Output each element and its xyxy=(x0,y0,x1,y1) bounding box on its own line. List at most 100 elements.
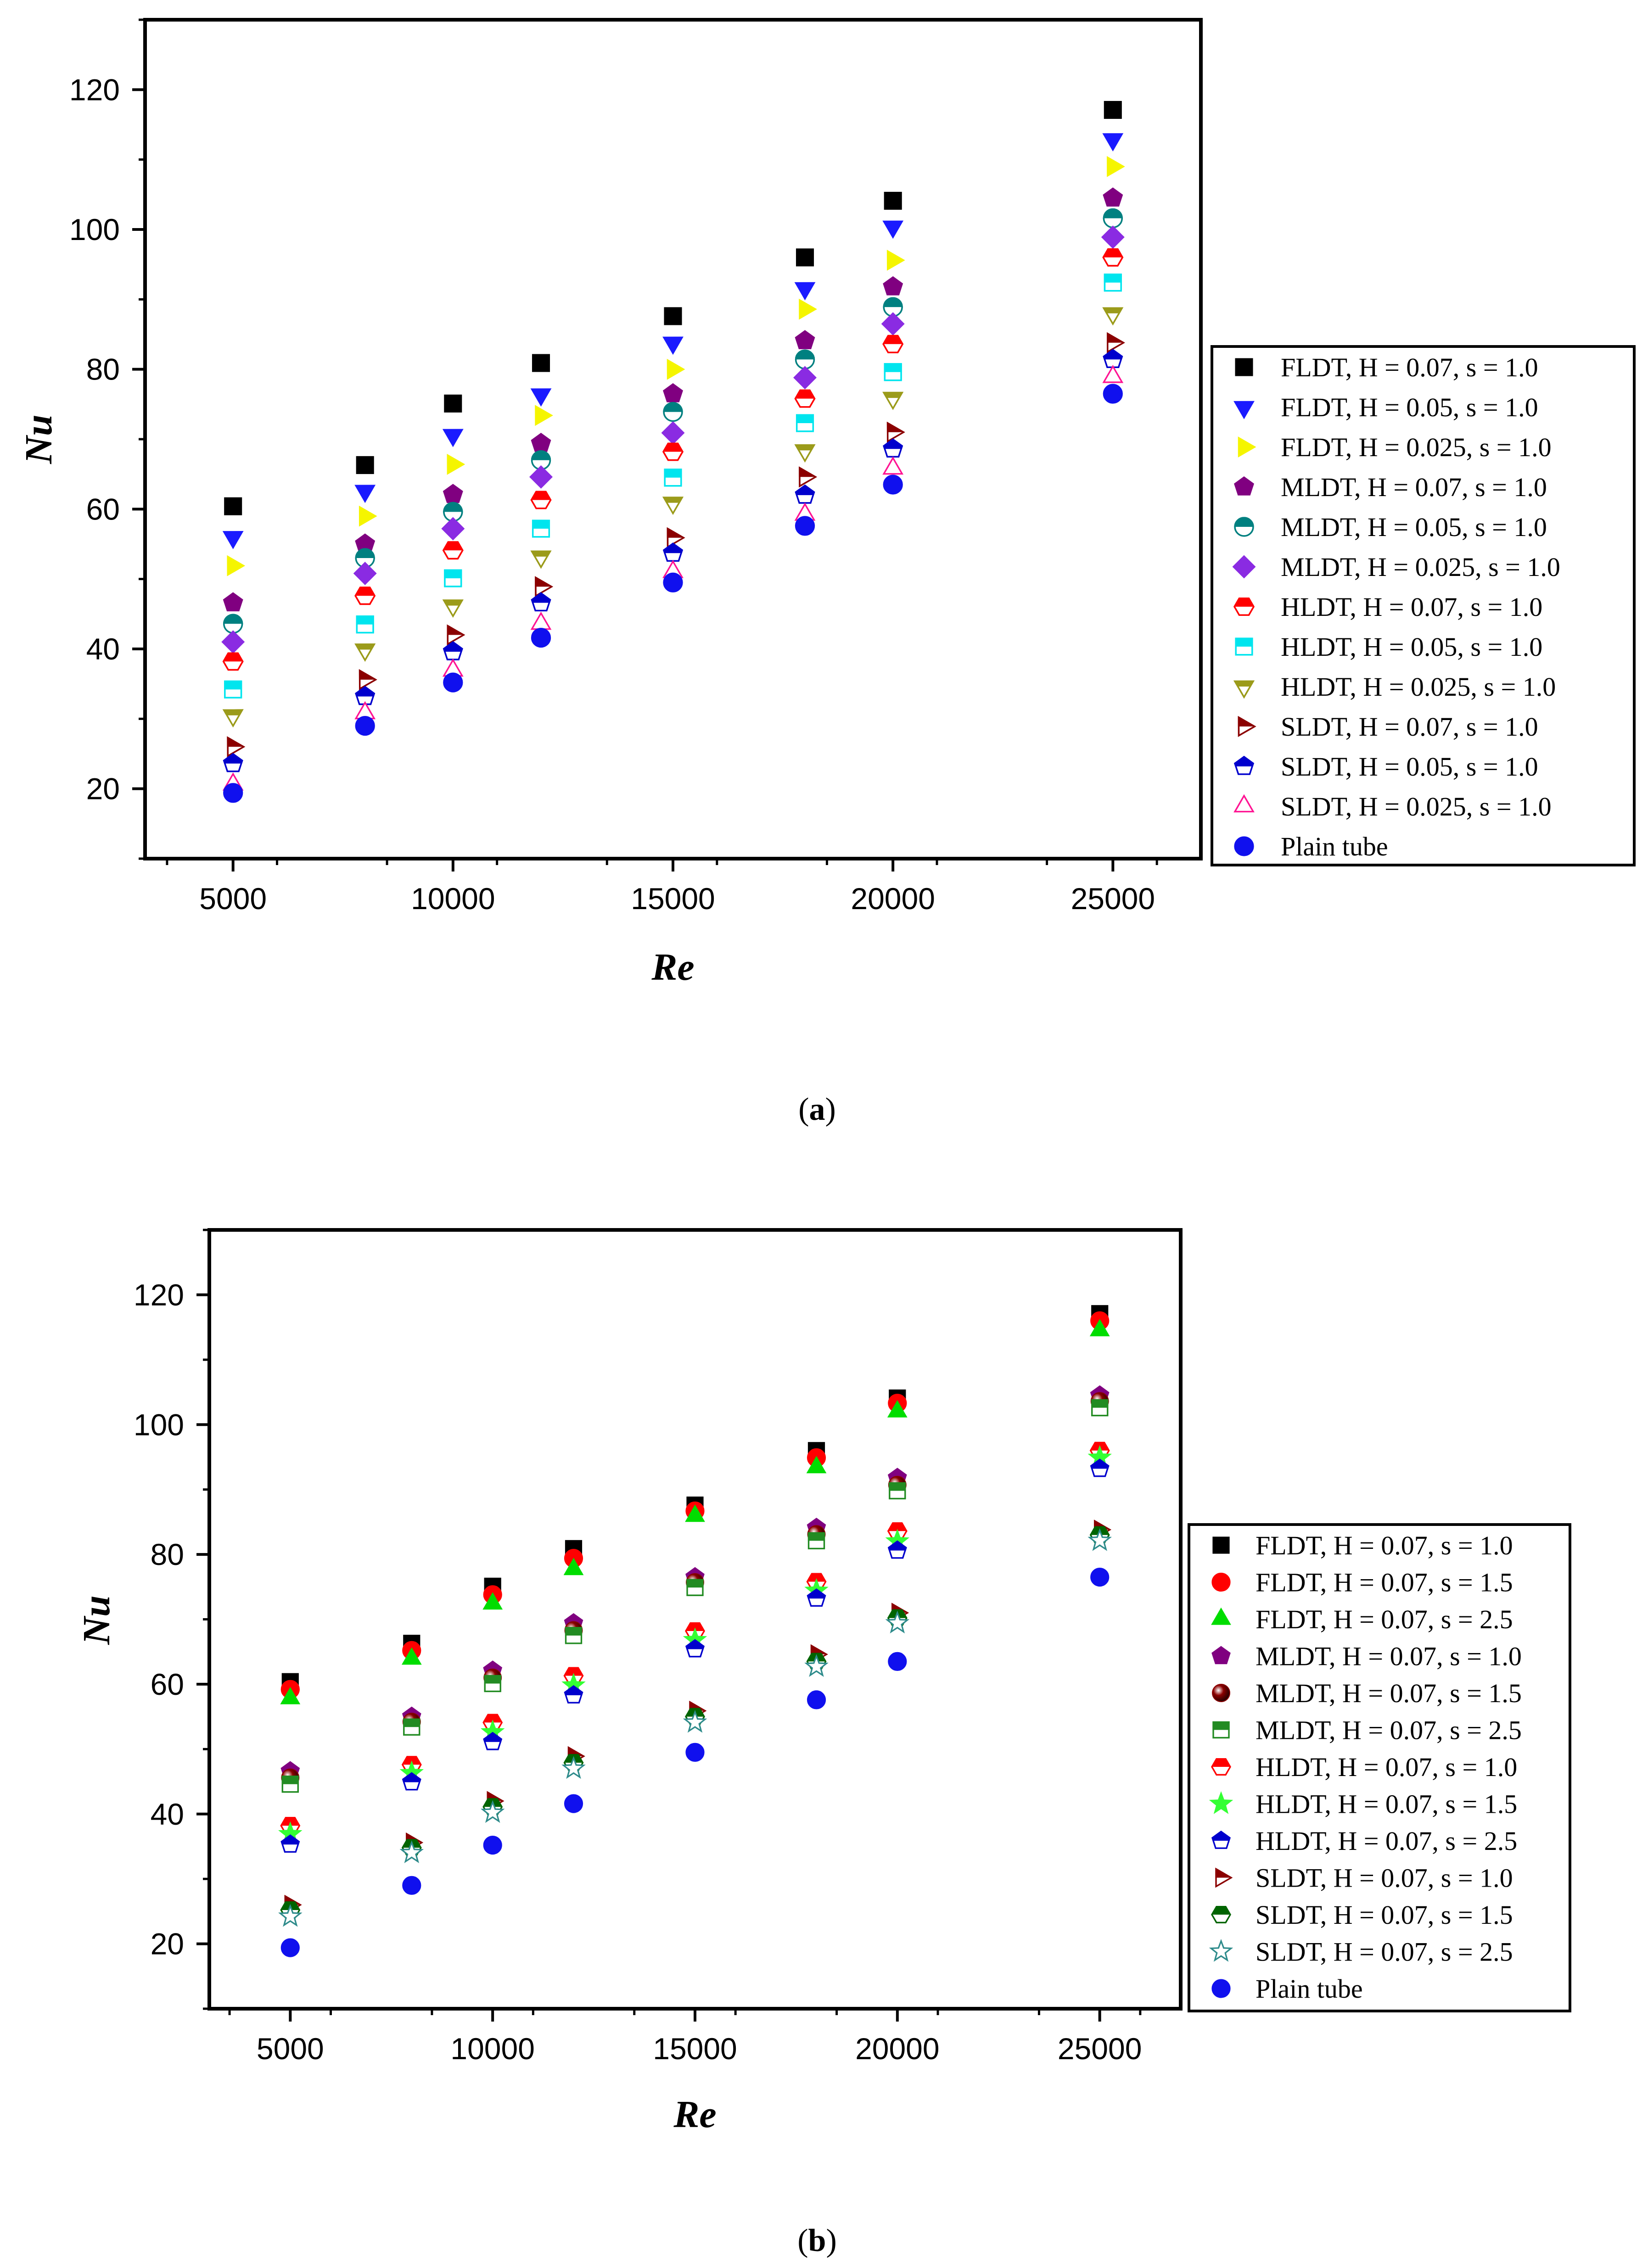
y-axis-label-b: Nu xyxy=(75,1595,118,1645)
data-point xyxy=(532,354,550,372)
legend-entry: HLDT, H = 0.07, s = 1.0 xyxy=(1211,1752,1517,1782)
legend-entry: SLDT, H = 0.07, s = 1.5 xyxy=(1211,1900,1513,1930)
data-point xyxy=(667,527,685,548)
data-point xyxy=(355,715,375,736)
data-point xyxy=(887,1540,907,1559)
data-point xyxy=(804,1654,829,1677)
data-point xyxy=(441,517,465,541)
y-tick-label: 20 xyxy=(86,772,120,806)
y-tick-label: 80 xyxy=(86,352,120,386)
caption-b: (b) xyxy=(797,2223,837,2258)
data-point xyxy=(281,1776,299,1793)
data-point xyxy=(807,1588,826,1607)
legend-label: MLDT, H = 0.07, s = 1.0 xyxy=(1256,1642,1522,1671)
legend-label: FLDT, H = 0.07, s = 1.0 xyxy=(1281,352,1538,382)
data-point xyxy=(530,491,552,509)
data-point xyxy=(663,383,683,402)
data-point xyxy=(882,220,904,239)
x-tick-label: 5000 xyxy=(257,2032,324,2066)
data-point xyxy=(222,652,244,671)
y-axis-label-a: Nu xyxy=(17,414,60,464)
data-point xyxy=(889,1482,906,1500)
data-point xyxy=(443,641,463,660)
series-fldt-h-0-05-s-1-0 xyxy=(222,133,1124,549)
legend-entry: HLDT, H = 0.07, s = 1.0 xyxy=(1233,592,1542,622)
data-point xyxy=(443,502,463,522)
legend-marker xyxy=(1211,1979,1231,1998)
legend-marker xyxy=(1215,1867,1233,1888)
legend-label: FLDT, H = 0.05, s = 1.0 xyxy=(1281,392,1538,422)
series-mldt-h-0-07-s-2-5 xyxy=(281,1399,1109,1793)
legend-marker xyxy=(1234,755,1254,775)
y-tick-label: 40 xyxy=(151,1797,184,1831)
data-point xyxy=(1103,187,1123,207)
y-tick-label: 120 xyxy=(69,73,120,106)
data-point xyxy=(807,1532,825,1549)
series-fldt-h-0-025-s-1-0 xyxy=(227,156,1125,576)
data-point xyxy=(685,1743,705,1762)
y-tick-label: 60 xyxy=(86,492,120,526)
legend-label: MLDT, H = 0.05, s = 1.0 xyxy=(1281,512,1547,542)
data-point xyxy=(793,366,817,390)
legend-a: FLDT, H = 0.07, s = 1.0 FLDT, H = 0.05, s… xyxy=(1211,345,1636,866)
data-point xyxy=(443,484,463,503)
data-point xyxy=(356,615,374,634)
data-point xyxy=(399,1840,424,1863)
data-point xyxy=(482,1592,503,1610)
legend-label: HLDT, H = 0.05, s = 1.0 xyxy=(1281,632,1542,662)
data-point xyxy=(447,453,465,475)
data-point xyxy=(795,330,815,349)
data-point xyxy=(795,484,815,504)
data-point xyxy=(1103,349,1123,368)
series-hldt-h-0-07-s-1-0 xyxy=(222,248,1124,671)
y-axis-b: 20 40 60 80 100 120 xyxy=(134,1229,209,2010)
legend-entry: FLDT, H = 0.07, s = 1.0 xyxy=(1212,1531,1513,1560)
data-point xyxy=(664,469,682,487)
data-point xyxy=(1089,1319,1110,1336)
legend-entry: MLDT, H = 0.025, s = 1.0 xyxy=(1232,552,1560,582)
legend-entry: SLDT, H = 0.025, s = 1.0 xyxy=(1233,792,1552,821)
data-point xyxy=(564,1685,583,1704)
data-point xyxy=(223,783,243,803)
data-point xyxy=(356,456,374,474)
legend-label: FLDT, H = 0.025, s = 1.0 xyxy=(1281,432,1552,462)
data-point xyxy=(663,572,683,592)
series-fldt-h-0-07-s-1-0 xyxy=(224,101,1122,515)
y-tick-label: 120 xyxy=(134,1278,184,1312)
data-point xyxy=(1102,364,1124,383)
data-point xyxy=(444,394,462,413)
data-point xyxy=(442,599,464,618)
data-point xyxy=(359,669,377,690)
legend-entry: MLDT, H = 0.07, s = 1.5 xyxy=(1212,1678,1522,1708)
x-axis-label-b: Re xyxy=(673,2093,716,2136)
series-plain-tube xyxy=(280,1568,1110,1957)
legend-label: HLDT, H = 0.07, s = 1.5 xyxy=(1256,1789,1517,1819)
legend-entry: Plain tube xyxy=(1211,1974,1363,2004)
panel-b: 5000 10000 15000 20000 25000 20406080100120 … xyxy=(75,1228,1571,2258)
data-point xyxy=(532,520,550,538)
legend-label: HLDT, H = 0.07, s = 2.5 xyxy=(1256,1826,1517,1856)
data-point xyxy=(531,627,551,648)
series-hldt-h-0-07-s-2-5 xyxy=(280,1458,1110,1853)
legend-label: HLDT, H = 0.07, s = 1.0 xyxy=(1256,1752,1517,1782)
series-sldt-h-0-025-s-1-0 xyxy=(222,364,1124,791)
data-point xyxy=(1102,133,1124,151)
y-tick-label: 80 xyxy=(151,1537,184,1571)
legend-label: Plain tube xyxy=(1256,1974,1363,2004)
data-point xyxy=(223,753,243,772)
legend-marker xyxy=(1238,436,1256,458)
data-point xyxy=(359,505,377,527)
x-tick-label: 10000 xyxy=(411,882,495,916)
legend-marker xyxy=(1211,1572,1231,1592)
legend-marker xyxy=(1234,836,1254,856)
x-tick-label: 5000 xyxy=(199,882,267,916)
legend-entry: FLDT, H = 0.07, s = 2.5 xyxy=(1211,1604,1513,1634)
legend-marker xyxy=(1211,1646,1231,1665)
data-point xyxy=(280,1938,300,1957)
data-point xyxy=(227,555,246,576)
data-point xyxy=(355,548,375,568)
data-point xyxy=(529,465,553,489)
data-marks-a xyxy=(221,101,1125,803)
legend-marker xyxy=(1212,1684,1230,1702)
